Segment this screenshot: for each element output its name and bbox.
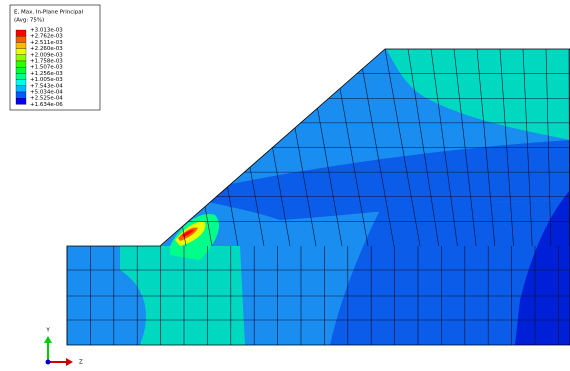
legend-label: +1.256e-03 (30, 71, 63, 77)
legend-swatch (16, 55, 26, 61)
legend-swatch (16, 92, 26, 98)
legend-swatch (16, 98, 26, 104)
legend-label: +1.507e-03 (30, 65, 63, 71)
legend-label: +2.511e-03 (30, 40, 63, 46)
legend-label: +2.525e-04 (30, 96, 63, 102)
legend-swatch (16, 67, 26, 73)
legend-swatch (16, 86, 26, 92)
legend-swatch (16, 42, 26, 48)
legend-label: +5.034e-04 (30, 90, 63, 96)
viewport: E, Max. In-Plane Principal (Avg: 75%) +3… (0, 0, 570, 367)
legend-label: +1.758e-03 (30, 59, 63, 65)
legend-swatch (16, 80, 26, 86)
legend-swatch (16, 36, 26, 42)
contour (60, 40, 570, 350)
legend: +3.013e-03+2.762e-03+2.511e-03+2.260e-03… (16, 28, 63, 108)
legend-label: +2.009e-03 (30, 52, 63, 58)
legend-label: +7.543e-04 (30, 83, 63, 89)
legend-swatch (16, 73, 26, 79)
axis-label: Y (45, 328, 50, 334)
legend-label: +2.260e-03 (30, 46, 63, 52)
legend-label: +2.762e-03 (30, 34, 63, 40)
legend-label: +1.005e-03 (30, 77, 63, 83)
legend-label: +3.013e-03 (30, 28, 63, 34)
axis-label: Z (79, 360, 83, 366)
legend-swatch (16, 30, 26, 36)
legend-swatch (16, 61, 26, 67)
legend-subtitle: (Avg: 75%) (14, 18, 44, 24)
legend-title: E, Max. In-Plane Principal (14, 10, 84, 16)
legend-label: +1.634e-06 (30, 102, 63, 108)
legend-swatch (16, 49, 26, 55)
